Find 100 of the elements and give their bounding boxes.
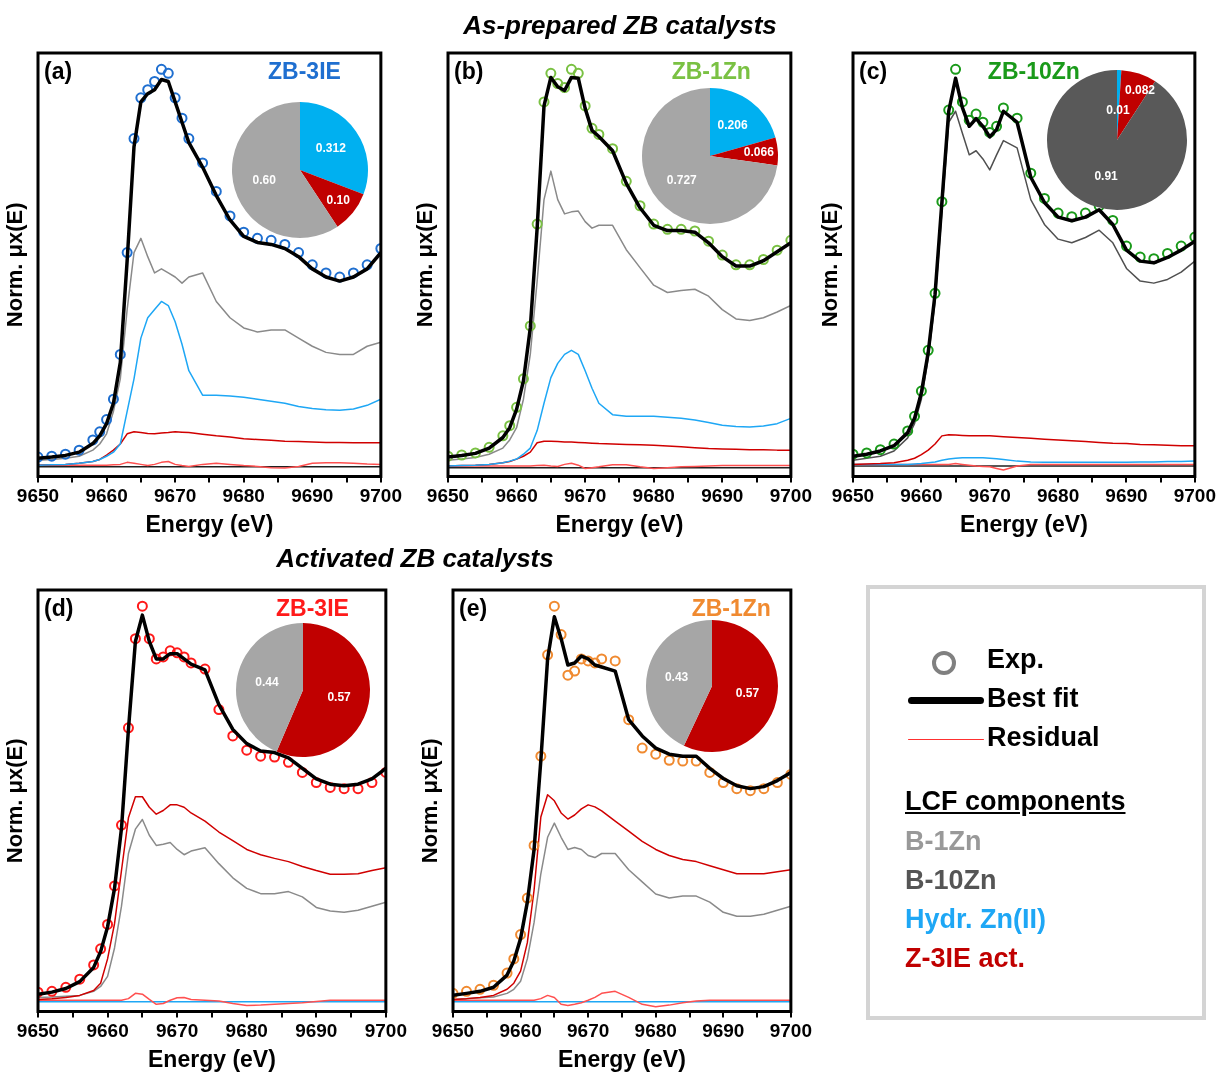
x-tick-label: 9690 — [702, 1020, 745, 1042]
point — [60, 981, 72, 993]
point — [521, 892, 533, 904]
point — [970, 108, 982, 120]
point — [504, 420, 516, 432]
x-tick-label: 9660 — [85, 485, 128, 507]
point — [224, 210, 236, 222]
point — [758, 783, 770, 795]
point — [545, 67, 557, 79]
point — [548, 600, 560, 612]
point — [135, 92, 147, 104]
point — [771, 777, 783, 789]
legend-title: LCF components — [905, 786, 1126, 817]
point — [238, 226, 250, 238]
point — [185, 657, 197, 669]
point — [528, 839, 540, 851]
point — [162, 67, 174, 79]
y-axis-title: Norm. μx(E) — [2, 738, 28, 864]
point — [255, 750, 267, 762]
annotation: (e) — [459, 594, 488, 621]
point — [88, 959, 100, 971]
point — [293, 247, 305, 259]
point — [157, 651, 169, 663]
data-label: 0.206 — [717, 118, 748, 133]
point — [704, 766, 716, 778]
chart-title: As-prepared ZB catalysts — [463, 10, 777, 41]
point — [542, 649, 554, 661]
point — [1162, 247, 1174, 259]
chart-title: Activated ZB catalysts — [276, 543, 554, 574]
point — [582, 655, 594, 667]
point — [731, 783, 743, 795]
point — [524, 320, 536, 332]
data-label: 0.44 — [255, 674, 279, 689]
x-tick-label: 9670 — [156, 1020, 199, 1042]
point — [888, 438, 900, 450]
point — [936, 196, 948, 208]
x-tick-label: 9690 — [1105, 485, 1148, 507]
data-label: 0.91 — [1094, 169, 1119, 184]
point — [109, 880, 121, 892]
point — [46, 450, 58, 462]
point — [155, 63, 167, 75]
point — [488, 979, 500, 991]
point — [149, 76, 161, 88]
point — [650, 748, 662, 760]
point — [366, 777, 378, 789]
annotation: ZB-3IE — [276, 594, 349, 621]
point — [456, 449, 468, 461]
x-tick-label: 9670 — [154, 485, 197, 507]
point — [483, 441, 495, 453]
point — [114, 348, 126, 360]
point — [1107, 214, 1119, 226]
point — [589, 657, 601, 669]
x-tick-label: 9650 — [831, 485, 875, 507]
point — [171, 647, 183, 659]
x-axis-title: Energy (eV) — [960, 510, 1088, 537]
point — [143, 633, 155, 645]
point — [129, 633, 141, 645]
point — [164, 645, 176, 657]
point — [251, 232, 263, 244]
point — [730, 259, 742, 271]
point — [1025, 167, 1037, 179]
legend-label: Best fit — [987, 683, 1079, 714]
annotation: (c) — [859, 57, 888, 84]
annotation: (d) — [44, 594, 74, 621]
point — [169, 92, 181, 104]
x-axis-title: Energy (eV) — [145, 510, 274, 537]
point — [569, 665, 581, 677]
point — [197, 157, 209, 169]
data-label: 0.727 — [666, 172, 698, 187]
point — [977, 116, 989, 128]
x-axis-title: Energy (eV) — [555, 510, 684, 537]
point — [73, 444, 85, 456]
point — [1038, 192, 1050, 204]
point — [579, 100, 591, 112]
data-label: 0.01 — [1106, 102, 1130, 117]
point — [115, 819, 127, 831]
point — [469, 447, 481, 459]
x-axis-title: Energy (eV) — [558, 1045, 686, 1072]
x-tick-label: 9680 — [222, 485, 265, 507]
point — [950, 63, 962, 75]
data-label: 0.60 — [252, 173, 277, 188]
point — [648, 218, 660, 230]
point — [178, 651, 190, 663]
x-tick-label: 9690 — [701, 485, 744, 507]
point — [538, 96, 550, 108]
legend-label: Exp. — [987, 644, 1045, 675]
point — [310, 777, 322, 789]
x-tick-label: 9700 — [364, 1020, 408, 1042]
point — [227, 730, 239, 742]
point — [575, 653, 587, 665]
legend-label: Z-3IE act. — [905, 943, 1026, 974]
x-tick-label: 9690 — [295, 1020, 338, 1042]
point — [269, 751, 281, 763]
y-axis-title: Norm. μx(E) — [412, 202, 438, 328]
annotation: ZB-3IE — [268, 57, 341, 84]
point — [562, 669, 574, 681]
data-label: 0.066 — [743, 145, 775, 159]
point — [586, 122, 598, 134]
point — [991, 120, 1003, 132]
legend-label: B-1Zn — [905, 826, 982, 857]
